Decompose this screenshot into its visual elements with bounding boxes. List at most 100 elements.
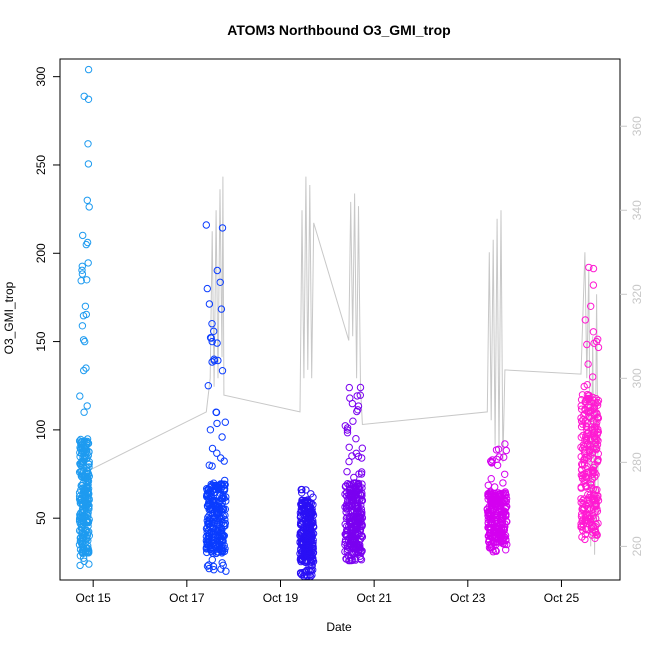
overlay-line (88, 176, 599, 555)
data-point (503, 540, 511, 549)
data-point (83, 238, 92, 247)
data-point (75, 541, 84, 549)
data-point (345, 556, 353, 565)
data-point (208, 337, 216, 346)
data-point (355, 543, 363, 551)
data-point (583, 426, 591, 434)
data-point (493, 528, 501, 536)
data-point (80, 92, 88, 101)
data-point (206, 545, 214, 554)
data-point (593, 414, 602, 422)
data-point (298, 496, 306, 505)
data-point (487, 505, 495, 513)
data-point (85, 560, 93, 568)
data-point (81, 530, 89, 538)
data-point (85, 203, 93, 211)
y2-tick-label: 320 (630, 284, 644, 304)
data-point (501, 523, 509, 531)
data-point (205, 519, 214, 527)
data-point (499, 479, 507, 487)
data-point (578, 461, 587, 469)
x-tick-label: Oct 17 (169, 591, 205, 605)
data-point (341, 541, 349, 549)
data-point (350, 479, 359, 487)
data-point (309, 536, 317, 544)
data-point (490, 492, 499, 500)
data-point (297, 530, 305, 538)
data-point (206, 426, 215, 434)
data-point (218, 367, 227, 375)
data-point (210, 327, 218, 335)
data-point (221, 418, 230, 426)
data-point (584, 360, 592, 368)
data-point (487, 517, 496, 526)
data-point (82, 240, 91, 249)
data-point (589, 470, 597, 478)
data-point (593, 418, 601, 426)
data-point (594, 492, 602, 500)
data-point (589, 393, 597, 402)
series-5 (483, 440, 511, 556)
data-point (501, 470, 509, 478)
data-point (216, 278, 224, 286)
data-point (487, 491, 495, 499)
data-point (484, 509, 493, 518)
data-point (213, 339, 221, 347)
data-point (589, 328, 598, 336)
data-point (579, 496, 587, 505)
data-point (203, 490, 212, 498)
data-point (84, 259, 92, 267)
data-point (208, 500, 216, 508)
data-point (346, 492, 355, 501)
data-point (214, 482, 222, 491)
data-point (580, 382, 588, 391)
axes-layer: 50 100 150 200 250 300 260 280 300 320 340 360 Oct 1… (34, 58, 644, 605)
data-point (580, 503, 588, 512)
data-point (217, 305, 226, 313)
data-point (306, 509, 314, 517)
data-point (495, 453, 503, 461)
data-point (590, 435, 599, 443)
data-point (213, 266, 222, 275)
data-point (345, 491, 353, 499)
overlay-line-layer (88, 176, 599, 555)
data-point (79, 549, 87, 558)
data-point (498, 518, 507, 527)
data-point (487, 475, 495, 483)
data-point (589, 373, 597, 381)
data-point (218, 433, 226, 441)
data-point (298, 547, 306, 555)
data-point (205, 512, 213, 520)
data-point (218, 532, 226, 540)
data-point (217, 515, 225, 523)
data-point (589, 485, 597, 493)
data-point (497, 507, 505, 515)
data-point (82, 544, 91, 552)
data-point (350, 473, 358, 482)
data-point (84, 522, 92, 530)
data-point (213, 506, 222, 514)
data-point (302, 558, 310, 566)
data-point (221, 519, 230, 527)
data-point (202, 524, 211, 533)
data-point (82, 364, 90, 372)
data-point (584, 490, 592, 499)
y2-tick-label: 260 (630, 536, 644, 556)
data-point (577, 396, 586, 404)
data-point (296, 549, 304, 558)
plot-frame (59, 58, 621, 581)
data-point (215, 492, 224, 500)
data-point (216, 496, 224, 505)
data-point (584, 500, 593, 508)
data-point (341, 422, 349, 430)
data-point (309, 519, 317, 527)
data-point (310, 523, 318, 531)
data-point (78, 322, 87, 330)
data-point (357, 491, 365, 499)
data-point (78, 266, 86, 274)
data-point (577, 423, 586, 431)
x-tick-label: Oct 21 (356, 591, 392, 605)
data-point (308, 544, 317, 552)
data-point (354, 452, 363, 461)
